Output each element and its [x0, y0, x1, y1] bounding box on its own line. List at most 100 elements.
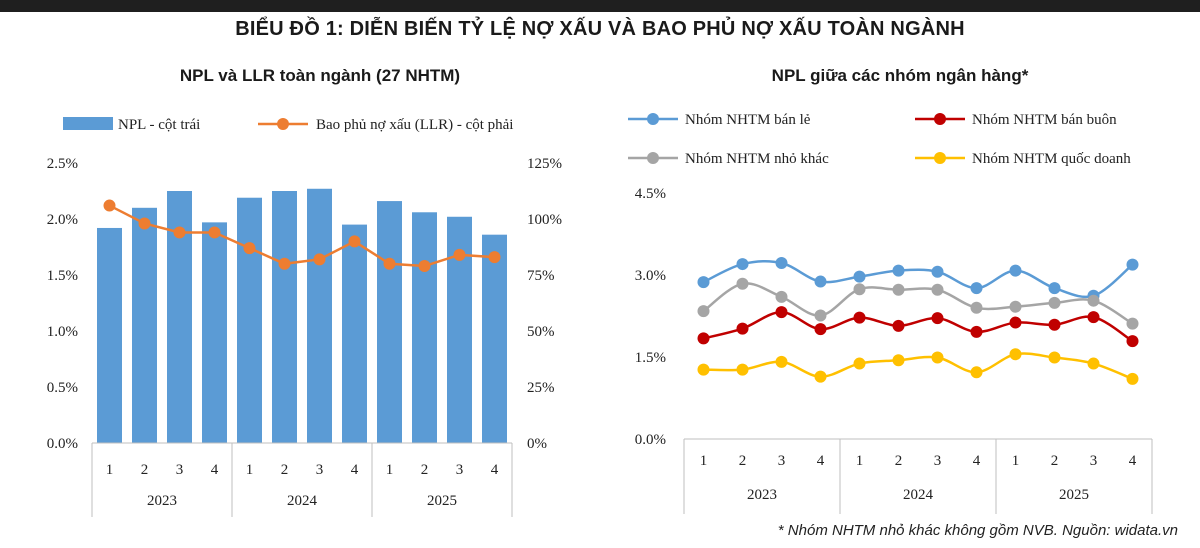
x-tick-label: 4 — [973, 453, 981, 469]
series-point-ban_buon — [1048, 318, 1061, 331]
series-point-nho_khac — [697, 305, 710, 318]
llr-point — [138, 217, 151, 230]
series-point-nho_khac — [1009, 300, 1022, 313]
y-right-tick-label: 100% — [527, 212, 562, 228]
llr-point — [488, 251, 501, 264]
legend-label-ban_le: Nhóm NHTM bán lẻ — [685, 112, 811, 128]
series-line-ban_buon — [703, 310, 1134, 343]
series-point-quoc_doanh — [1048, 351, 1061, 364]
legend-marker-llr — [277, 118, 289, 130]
series-point-ban_le — [931, 265, 944, 278]
series-point-quoc_doanh — [853, 357, 866, 370]
x-tick-label: 3 — [176, 462, 184, 478]
legend-label-npl: NPL - cột trái — [118, 117, 200, 133]
x-tick-label: 1 — [246, 462, 254, 478]
legend-label-quoc_doanh: Nhóm NHTM quốc doanh — [972, 151, 1131, 167]
series-point-quoc_doanh — [1126, 372, 1139, 385]
series-point-quoc_doanh — [775, 355, 788, 368]
npl-bar — [482, 234, 507, 443]
x-tick-label: 1 — [106, 462, 114, 478]
x-tick-label: 4 — [1129, 453, 1137, 469]
series-point-quoc_doanh — [814, 370, 827, 383]
x-tick-label: 4 — [817, 453, 825, 469]
x-tick-label: 3 — [456, 462, 464, 478]
x-tick-label: 2 — [895, 453, 903, 469]
y-left-tick-label: 1.0% — [47, 324, 78, 340]
series-point-ban_le — [814, 275, 827, 288]
series-point-ban_buon — [853, 311, 866, 324]
x-tick-label: 4 — [351, 462, 359, 478]
llr-point — [208, 226, 221, 239]
series-point-ban_le — [892, 264, 905, 277]
llr-point — [348, 235, 361, 248]
series-point-nho_khac — [970, 301, 983, 314]
series-point-nho_khac — [931, 283, 944, 296]
y-left-tick-label: 1.5% — [47, 268, 78, 284]
npl-bar — [272, 191, 297, 443]
y-left-tick-label: 0.5% — [47, 380, 78, 396]
series-point-ban_le — [1009, 264, 1022, 277]
series-point-ban_le — [970, 282, 983, 295]
npl-groups-chart: Nhóm NHTM bán lẻ Nhóm NHTM bán buôn Nhóm N… — [628, 112, 1153, 514]
series-point-nho_khac — [775, 290, 788, 303]
llr-point — [103, 199, 116, 212]
series-point-ban_buon — [970, 325, 983, 338]
x-tick-label: 4 — [211, 462, 219, 478]
x-tick-label: 2 — [141, 462, 149, 478]
series-point-nho_khac — [1048, 296, 1061, 309]
x-group-label: 2025 — [1059, 487, 1089, 503]
series-point-quoc_doanh — [931, 351, 944, 364]
left-legend: NPL - cột trái Bao phủ nợ xấu (LLR) - cột… — [63, 117, 513, 133]
x-tick-label: 1 — [386, 462, 394, 478]
x-tick-label: 3 — [778, 453, 786, 469]
legend-marker-ban_buon — [934, 113, 946, 125]
npl-bar — [97, 227, 122, 443]
llr-point — [173, 226, 186, 239]
y-tick-label: 1.5% — [635, 350, 666, 366]
llr-point — [278, 257, 291, 270]
series-point-quoc_doanh — [697, 363, 710, 376]
series-point-nho_khac — [1126, 317, 1139, 330]
series-point-ban_le — [775, 256, 788, 269]
y-left-tick-label: 2.0% — [47, 212, 78, 228]
x-group-label: 2024 — [287, 493, 318, 509]
footnote: * Nhóm NHTM nhỏ khác không gồm NVB. Nguồ… — [777, 522, 1178, 539]
npl-bar — [202, 222, 227, 443]
y-right-tick-label: 75% — [527, 268, 555, 284]
llr-point — [453, 248, 466, 261]
x-tick-label: 3 — [1090, 453, 1098, 469]
series-point-quoc_doanh — [970, 366, 983, 379]
y-left-tick-label: 0.0% — [47, 436, 78, 452]
page-title: BIỂU ĐỒ 1: DIỄN BIẾN TỶ LỆ NỢ XẤU VÀ BAO… — [235, 18, 965, 40]
series-point-quoc_doanh — [1087, 357, 1100, 370]
series-point-ban_buon — [1126, 335, 1139, 348]
x-tick-label: 2 — [421, 462, 429, 478]
series-line-quoc_doanh — [703, 352, 1133, 381]
x-tick-label: 2 — [281, 462, 289, 478]
series-point-ban_le — [853, 270, 866, 283]
series-point-ban_buon — [775, 306, 788, 319]
y-right-tick-label: 25% — [527, 380, 555, 396]
llr-line — [108, 204, 495, 268]
legend-label-nho_khac: Nhóm NHTM nhỏ khác — [685, 151, 829, 167]
npl-bar — [237, 197, 262, 443]
llr-point — [383, 257, 396, 270]
series-point-nho_khac — [892, 283, 905, 296]
npl-bar — [132, 207, 157, 443]
x-tick-label: 2 — [1051, 453, 1059, 469]
series-point-ban_buon — [892, 319, 905, 332]
x-group-label: 2024 — [903, 487, 934, 503]
top-bar — [0, 0, 1200, 12]
x-group-label: 2023 — [747, 487, 777, 503]
y-right-tick-label: 125% — [527, 156, 562, 172]
x-tick-label: 1 — [1012, 453, 1020, 469]
series-point-ban_buon — [736, 322, 749, 335]
y-tick-label: 3.0% — [635, 268, 666, 284]
series-point-ban_buon — [931, 312, 944, 325]
series-line-nho_khac — [702, 282, 1134, 325]
series-point-quoc_doanh — [892, 354, 905, 367]
series-point-ban_le — [1126, 258, 1139, 271]
right-chart-title: NPL giữa các nhóm ngân hàng* — [771, 66, 1029, 85]
series-point-ban_buon — [697, 332, 710, 345]
npl-bar — [342, 224, 367, 443]
